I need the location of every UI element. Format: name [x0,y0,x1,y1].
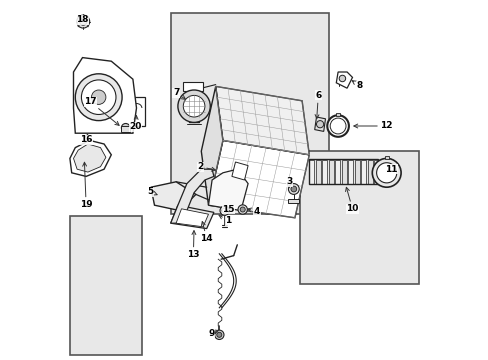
Circle shape [75,74,122,121]
Bar [70,216,142,355]
Text: 20: 20 [129,116,142,131]
Text: 12: 12 [353,122,392,130]
Circle shape [91,90,106,104]
Polygon shape [231,162,247,180]
Circle shape [238,205,247,214]
Circle shape [178,90,210,122]
Polygon shape [208,140,309,218]
Polygon shape [336,72,352,88]
Circle shape [183,95,204,117]
Circle shape [77,15,89,28]
Bar [373,160,378,184]
Bar [361,160,366,184]
Text: 5: 5 [147,187,157,197]
Polygon shape [73,144,106,172]
Text: 9: 9 [208,328,218,338]
Circle shape [220,206,229,215]
Bar [308,159,377,184]
Circle shape [339,75,345,82]
Bar [328,160,333,184]
Bar [300,151,418,284]
Circle shape [371,158,400,187]
Polygon shape [215,86,309,155]
Text: 1: 1 [219,215,231,225]
Bar [315,160,320,184]
Text: 10: 10 [345,187,358,213]
Circle shape [240,207,244,212]
Circle shape [326,115,348,137]
Text: 13: 13 [187,231,199,259]
Circle shape [316,121,323,128]
Text: 6: 6 [314,91,321,118]
Polygon shape [170,205,213,229]
Circle shape [80,18,87,25]
Bar [335,160,340,184]
Bar [384,156,387,159]
Polygon shape [208,169,247,211]
Text: 16: 16 [80,134,92,144]
Bar [347,160,352,184]
Circle shape [81,80,116,114]
Text: 8: 8 [351,81,362,90]
Bar [367,160,372,184]
Text: 3: 3 [286,177,292,188]
Polygon shape [314,117,325,131]
Circle shape [222,208,227,213]
Text: 19: 19 [80,162,92,209]
Bar [288,199,299,203]
Bar [121,126,130,132]
Bar [170,13,328,214]
Bar [354,160,359,184]
Bar [309,160,314,184]
Polygon shape [151,182,196,211]
Circle shape [376,163,396,183]
Circle shape [216,332,222,337]
Text: 2: 2 [197,162,215,171]
Polygon shape [201,86,223,205]
Bar [183,82,203,91]
Circle shape [290,186,296,192]
Polygon shape [73,58,136,133]
Bar [127,97,145,126]
Bar [336,113,339,116]
Circle shape [121,123,130,132]
Circle shape [329,118,346,134]
Bar [322,160,326,184]
Circle shape [288,184,299,194]
Polygon shape [70,140,111,176]
Text: 4: 4 [247,207,260,216]
Text: 14: 14 [200,221,213,243]
Text: 11: 11 [384,165,396,174]
Text: 18: 18 [76,15,88,24]
Polygon shape [176,209,208,227]
Text: 17: 17 [84,97,119,125]
Polygon shape [170,169,213,223]
Bar [341,160,346,184]
Text: 7: 7 [173,88,185,99]
Circle shape [214,330,224,339]
Text: 15: 15 [222,205,234,214]
